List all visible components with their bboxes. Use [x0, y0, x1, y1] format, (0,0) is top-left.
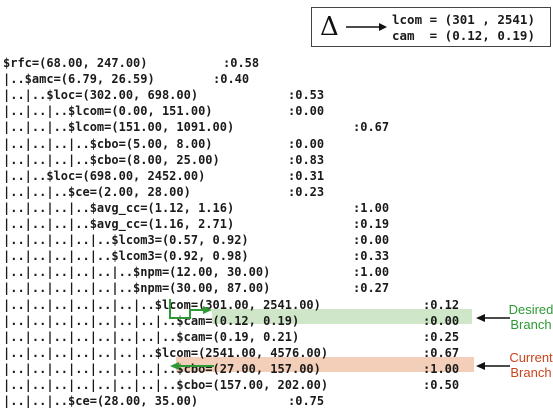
tree-row-value: :0.00 [423, 313, 460, 328]
tree-row: |..|..|..$lcom=(0.00, 151.00) :0.00 [3, 103, 324, 119]
tree-row-value: :0.50 [423, 378, 460, 392]
legend-line-cam: cam = (0.12, 0.19) [392, 28, 535, 43]
tree-row: |..|..|..$ce=(2.00, 28.00) :0.23 [3, 184, 324, 200]
tree-row-value: :0.19 [353, 217, 390, 231]
tree-row-value: :0.12 [423, 297, 460, 312]
tree-row-condition: |..|..$loc=(698.00, 2452.00) [3, 168, 206, 183]
tree-row-condition: |..|..|..$lcom=(151.00, 1091.00) [3, 120, 235, 135]
current-arrow-icon [170, 362, 179, 370]
current-branch-highlight [176, 357, 474, 372]
tree-row-condition: |..|..|..|..|..|..$npm=(12.00, 30.00) [3, 265, 271, 280]
tree-row-value: :0.33 [353, 249, 390, 264]
current-branch-label: Current Branch [509, 350, 553, 380]
tree-row-value: :0.27 [353, 281, 390, 296]
tree-row-condition: |..|..|..|..$cbo=(5.00, 8.00) [3, 136, 213, 151]
tree-row: |..|..|..|..|..|..$npm=(12.00, 30.00) :1.… [3, 264, 389, 280]
desired-branch-highlight [212, 309, 472, 324]
tree-row-value: :1.00 [353, 265, 390, 280]
delta-symbol: Δ [320, 12, 339, 42]
desired-branch-label: Desired Branch [508, 302, 553, 332]
tree-row: |..|..|..$lcom=(151.00, 1091.00) :0.67 [3, 119, 389, 135]
tree-row-value: :0.00 [353, 233, 390, 248]
tree-row: |..|..|..|..|..|..|..|..$cam=(0.19, 0.21… [3, 329, 459, 345]
tree-row: |..|..|..|..|..|..|..|..$cam=(0.12, 0.19… [3, 313, 459, 329]
tree-row: |..|..|..|..|..|..$npm=(30.00, 87.00) :0.… [3, 280, 389, 296]
tree-row: |..|..$loc=(302.00, 698.00) :0.53 [3, 87, 324, 103]
tree-row-condition: |..|..|..|..|..|..|..|..$cbo=(157.00, 20… [3, 378, 329, 392]
tree-row-value: :0.67 [353, 120, 390, 135]
tree-row-value: :0.58 [223, 56, 260, 70]
tree-row: |..|..|..|..|..|..|..$lcom=(301.00, 2541… [3, 297, 459, 313]
tree-row-value: :0.53 [288, 88, 325, 103]
tree-row-value: :1.00 [423, 361, 460, 376]
tree-row: |..|..|..|..|..$lcom3=(0.92, 0.98) :0.33 [3, 248, 389, 264]
tree-row-value: :0.25 [423, 329, 460, 344]
tree-row-condition: |..|..|..|..|..|..|..|..$cam=(0.12, 0.19… [3, 313, 300, 328]
tree-row: |..|..|..$ce=(28.00, 35.00) :0.75 [3, 393, 324, 409]
tree-row-condition: |..$amc=(6.79, 26.59) [3, 72, 155, 87]
tree-row-condition: |..|..|..|..|..$lcom3=(0.57, 0.92) [3, 233, 249, 248]
tree-row-condition: |..|..|..$ce=(2.00, 28.00) [3, 184, 191, 199]
tree-row-value: :0.00 [288, 104, 325, 119]
tree-row-value: :0.67 [423, 345, 460, 360]
desired-connector [169, 299, 203, 319]
tree-row-condition: |..|..|..|..$avg_cc=(1.12, 1.16) [3, 200, 235, 215]
legend-line-lcom: lcom = (301 , 2541) [392, 12, 535, 27]
tree-row: |..|..|..|..|..$lcom3=(0.57, 0.92) :0.00 [3, 232, 389, 248]
tree-row-condition: $rfc=(68.00, 247.00) [3, 56, 148, 70]
tree-row-condition: |..|..|..$lcom=(0.00, 151.00) [3, 104, 213, 119]
tree-row-condition: |..|..|..|..$cbo=(8.00, 25.00) [3, 152, 220, 167]
tree-row-value: :0.83 [288, 152, 325, 167]
tree-row: |..$amc=(6.79, 26.59) :0.40 [3, 71, 249, 87]
tree-row: |..|..|..|..$cbo=(5.00, 8.00) :0.00 [3, 136, 324, 152]
legend-box: Δ lcom = (301 , 2541) cam = (0.12, 0.19) [311, 7, 551, 47]
tree-row-condition: |..|..$loc=(302.00, 698.00) [3, 88, 199, 103]
tree-row-value: :0.31 [288, 168, 325, 183]
desired-arrow-icon [203, 306, 212, 314]
tree-row-condition: |..|..|..|..|..|..|..$lcom=(2541.00, 457… [3, 345, 329, 360]
tree-row-value: :0.75 [288, 394, 325, 409]
tree-row: $rfc=(68.00, 247.00) :0.58 [3, 55, 259, 71]
tree-row-condition: |..|..|..$ce=(28.00, 35.00) [3, 394, 199, 409]
tree-row-condition: |..|..|..|..|..$lcom3=(0.92, 0.98) [3, 249, 249, 264]
tree-row-condition: |..|..|..|..|..|..$npm=(30.00, 87.00) [3, 281, 271, 296]
tree-row-value: :0.23 [288, 184, 325, 199]
tree-row-value: :0.40 [213, 72, 250, 87]
legend-arrow-icon [346, 23, 387, 31]
tree-row-value: :0.00 [288, 136, 325, 151]
tree-row-condition: |..|..|..|..|..|..|..$lcom=(301.00, 2541… [3, 297, 321, 312]
desired-pointer-icon [476, 314, 485, 322]
tree-row: |..|..$loc=(698.00, 2452.00) :0.31 [3, 168, 324, 184]
tree-row: |..|..|..|..|..|..|..$lcom=(2541.00, 457… [3, 345, 459, 361]
tree-row: |..|..|..|..$avg_cc=(1.16, 2.71) :0.19 [3, 216, 389, 232]
tree-row: |..|..|..|..$avg_cc=(1.12, 1.16) :1.00 [3, 200, 389, 216]
tree-row-value: :1.00 [353, 200, 390, 215]
tree-row-condition: |..|..|..|..$avg_cc=(1.16, 2.71) [3, 217, 235, 231]
current-pointer-icon [476, 362, 485, 370]
tree-row: |..|..|..|..$cbo=(8.00, 25.00) :0.83 [3, 152, 324, 168]
tree-row: |..|..|..|..|..|..|..|..$cbo=(157.00, 20… [3, 377, 459, 393]
tree-row-condition: |..|..|..|..|..|..|..|..$cam=(0.19, 0.21… [3, 329, 300, 344]
